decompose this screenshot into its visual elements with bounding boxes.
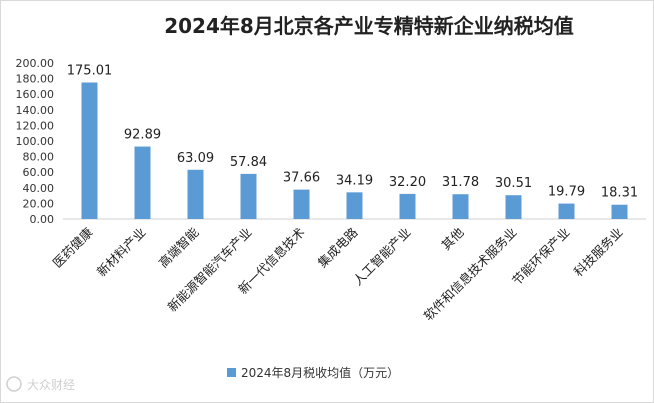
y-tick-label: 80.00: [23, 151, 55, 164]
x-axis: 医药健康新材料产业 高端智能新能源智能汽车产业新一代信息技术 集成电路人工智能产业其…: [50, 224, 626, 323]
data-label: 57.84: [230, 155, 267, 170]
legend-label: 2024年8月税收均值（万元）: [241, 365, 399, 380]
chart-title: 2024年8月北京各产业专精特新企业纳税均值: [164, 14, 574, 38]
y-tick-label: 0.00: [30, 213, 55, 226]
bar: [240, 173, 257, 219]
x-tick-label: 高端智能: [156, 224, 202, 270]
data-label: 30.51: [495, 176, 532, 191]
y-tick-label: 200.00: [16, 57, 55, 70]
data-labels: 175.01 92.89 63.09 57.84 37.66 34.19 32.20 31.7…: [67, 63, 638, 200]
y-tick-label: 60.00: [23, 166, 55, 179]
y-tick-label: 140.00: [16, 104, 55, 117]
bar-series: [81, 82, 628, 219]
legend-swatch: [227, 368, 236, 377]
data-label: 31.78: [442, 175, 479, 190]
legend: 2024年8月税收均值（万元）: [227, 365, 399, 380]
y-tick-label: 180.00: [16, 73, 55, 86]
watermark-text: 大众财经: [27, 378, 75, 392]
x-tick-label: 科技服务业: [571, 225, 626, 280]
bar: [81, 82, 98, 219]
bar: [611, 204, 628, 219]
y-tick-label: 40.00: [23, 182, 55, 195]
bar: [558, 203, 575, 219]
watermark: 大众财经: [6, 376, 75, 392]
x-tick-label: 医药健康: [50, 224, 96, 270]
bar: [134, 146, 151, 219]
y-tick-label: 100.00: [16, 135, 55, 148]
data-label: 32.20: [389, 175, 426, 190]
x-tick-label: 软件和信息技术服务业: [421, 225, 520, 324]
x-tick-label: 集成电路: [315, 224, 361, 270]
bar: [399, 193, 416, 219]
bar: [505, 195, 522, 219]
data-label: 92.89: [124, 128, 161, 143]
watermark-logo-icon: [6, 376, 22, 392]
data-label: 175.01: [67, 63, 113, 78]
bar: [293, 189, 310, 219]
y-tick-label: 120.00: [16, 119, 55, 132]
y-tick-label: 160.00: [16, 88, 55, 101]
data-label: 37.66: [283, 171, 320, 186]
x-tick-label: 新材料产业: [94, 225, 149, 280]
x-tick-label: 其他: [438, 224, 467, 253]
data-label: 19.79: [548, 185, 585, 200]
data-label: 63.09: [177, 151, 214, 166]
bar: [346, 192, 363, 219]
bar: [187, 169, 204, 219]
bar: [452, 194, 469, 219]
data-label: 18.31: [601, 186, 638, 201]
y-tick-label: 20.00: [23, 197, 55, 210]
data-label: 34.19: [336, 173, 373, 188]
y-axis: 0.00 20.00 40.00 60.00 80.00 100.00 120.00 140.…: [16, 57, 55, 226]
